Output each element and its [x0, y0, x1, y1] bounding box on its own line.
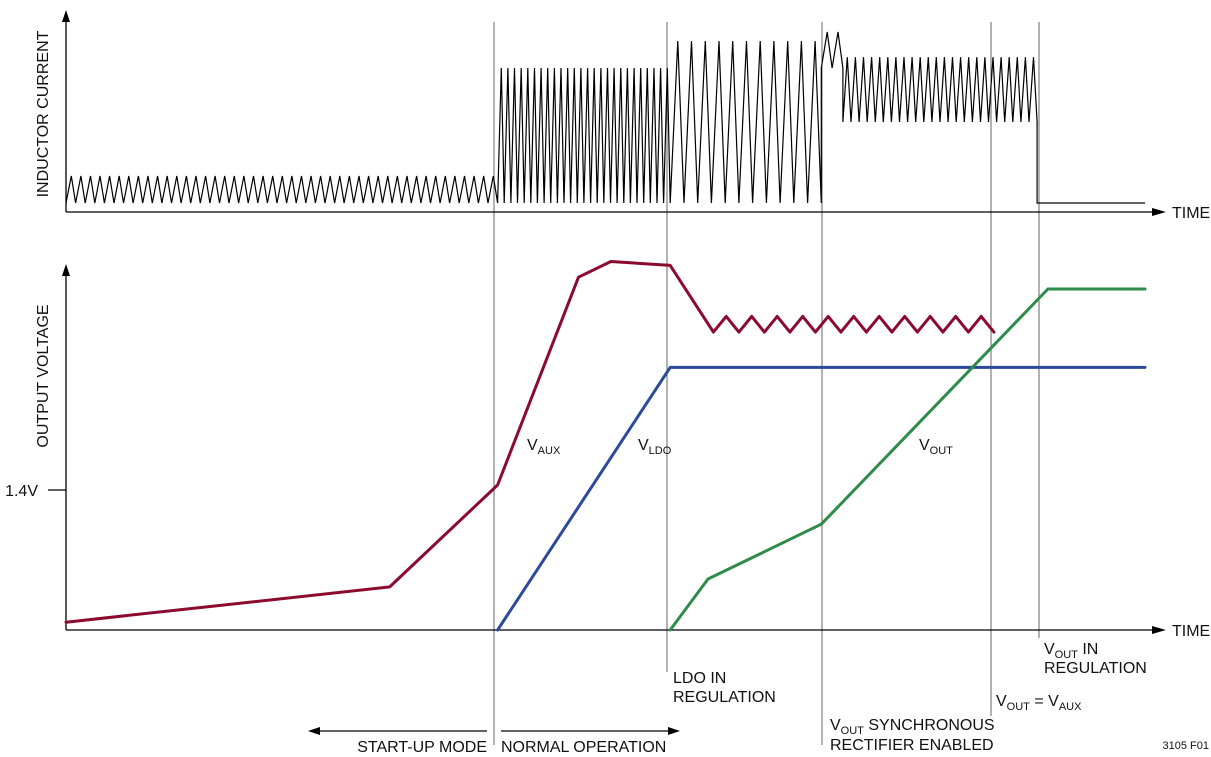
- sync-rectifier-line1: VOUT SYNCHRONOUS: [830, 717, 995, 737]
- sync-rectifier-line2: RECTIFIER ENABLED: [830, 737, 994, 754]
- series-vaux-line: [64, 260, 996, 624]
- inductor-current-axes: [62, 10, 1166, 216]
- series-vldo-line: [496, 365, 1147, 632]
- figure-id: 3105 F01: [1163, 740, 1209, 752]
- voltage-y-label: OUTPUT VOLTAGE: [35, 304, 52, 447]
- event-guide-lines: [493, 22, 1040, 745]
- inductor-y-arrow-icon: [62, 10, 70, 22]
- startup-mode-label: START-UP MODE: [357, 739, 487, 756]
- vout-regulation-line1: VOUT IN: [1044, 641, 1098, 661]
- inductor-current-line: [65, 31, 1145, 204]
- vout-equals-vaux-label: VOUT = VAUX: [996, 693, 1082, 713]
- voltage-x-arrow-icon: [1152, 626, 1166, 634]
- inductor-x-label: TIME: [1172, 205, 1210, 222]
- label-vaux: VAUX: [527, 437, 561, 457]
- label-vout: VOUT: [919, 437, 953, 457]
- normal-operation-label: NORMAL OPERATION: [501, 739, 666, 756]
- output-voltage-axes: [48, 264, 1166, 634]
- tick-label-1-4v: 1.4V: [5, 483, 38, 500]
- normal-arrowhead-icon: [668, 727, 680, 735]
- inductor-x-arrow-icon: [1152, 208, 1166, 216]
- ldo-regulation-line2: REGULATION: [673, 689, 776, 706]
- inductor-y-label: INDUCTOR CURRENT: [35, 30, 52, 197]
- voltage-traces: [64, 260, 1147, 632]
- series-vout-line: [668, 287, 1147, 632]
- label-vldo: VLDO: [638, 437, 672, 457]
- ldo-regulation-line1: LDO IN: [673, 670, 726, 687]
- inductor-traces: [65, 31, 1145, 204]
- voltage-x-label: TIME: [1172, 623, 1210, 640]
- voltage-y-arrow-icon: [62, 264, 70, 276]
- startup-arrowhead-icon: [308, 727, 320, 735]
- vout-regulation-line2: REGULATION: [1044, 660, 1147, 677]
